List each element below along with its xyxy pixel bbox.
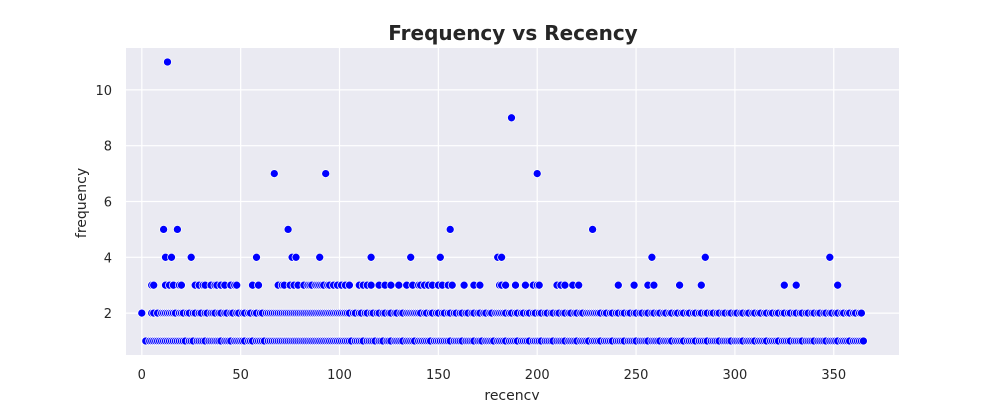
data-point — [447, 280, 457, 290]
y-tick-label: 8 — [104, 140, 112, 155]
data-point — [574, 280, 584, 290]
data-point — [859, 336, 868, 346]
data-point — [497, 252, 506, 262]
data-point — [386, 280, 396, 290]
y-tick-label: 2 — [104, 307, 112, 322]
data-point — [291, 252, 301, 262]
data-point — [173, 225, 182, 234]
data-point — [366, 280, 376, 290]
y-tick-label: 10 — [95, 84, 112, 99]
data-point — [588, 225, 597, 234]
data-point — [700, 252, 710, 262]
data-point — [791, 280, 801, 290]
data-point — [186, 252, 196, 262]
data-point — [629, 280, 639, 290]
y-tick-label: 6 — [104, 196, 112, 211]
x-tick-label: 50 — [232, 368, 249, 383]
x-tick-label: 0 — [138, 368, 146, 383]
data-point — [857, 308, 866, 318]
data-point — [321, 169, 331, 178]
data-point — [825, 252, 835, 262]
data-point — [833, 280, 843, 290]
data-point — [177, 280, 186, 290]
data-points — [137, 57, 868, 346]
x-tick-label: 100 — [327, 368, 352, 383]
data-point — [252, 252, 261, 262]
x-tick-label: 350 — [821, 368, 846, 383]
data-point — [149, 280, 159, 290]
data-point — [283, 225, 293, 234]
data-point — [507, 113, 516, 123]
x-tick-label: 300 — [722, 368, 747, 383]
x-tick-labels: 0 50 100 150 200 250 300 350 — [138, 368, 846, 383]
x-axis-label: recency — [484, 388, 539, 400]
data-point — [501, 280, 510, 290]
data-point — [445, 225, 455, 234]
data-point — [163, 57, 172, 67]
data-point — [649, 280, 659, 290]
data-point — [532, 169, 542, 178]
data-point — [534, 280, 544, 290]
data-point — [613, 280, 623, 290]
data-point — [167, 252, 176, 262]
data-point — [511, 280, 520, 290]
data-point — [315, 252, 325, 262]
data-point — [675, 280, 684, 290]
data-point — [269, 169, 279, 178]
data-point — [779, 280, 789, 290]
data-point — [345, 280, 354, 290]
y-axis-label: frequency — [74, 168, 90, 238]
data-point — [521, 280, 530, 290]
data-point — [394, 280, 404, 290]
data-point — [254, 280, 263, 290]
data-point — [459, 280, 469, 290]
x-tick-label: 250 — [624, 368, 649, 383]
data-point — [696, 280, 706, 290]
data-point — [232, 280, 242, 290]
x-tick-label: 150 — [426, 368, 451, 383]
x-tick-label: 200 — [525, 368, 550, 383]
data-point — [366, 252, 376, 262]
data-point — [159, 225, 168, 234]
y-tick-label: 4 — [104, 251, 112, 266]
y-tick-labels: 2 4 6 8 10 — [95, 84, 112, 322]
data-point — [475, 280, 485, 290]
chart-title: Frequency vs Recency — [388, 21, 637, 45]
data-point — [647, 252, 657, 262]
data-point — [560, 280, 570, 290]
data-point — [406, 252, 416, 262]
data-point — [435, 252, 445, 262]
data-point — [137, 308, 147, 318]
